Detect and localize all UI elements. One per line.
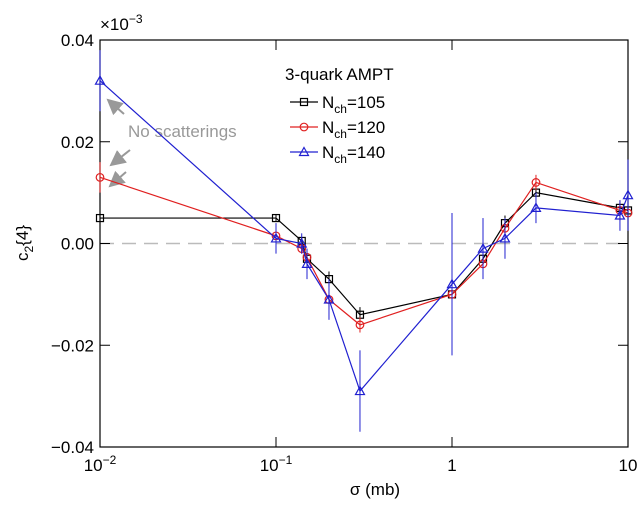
- y-tick-label: 0.04: [61, 31, 94, 50]
- marker: [301, 258, 313, 268]
- x-tick-label: 1: [447, 456, 456, 475]
- legend-name: N: [322, 93, 334, 112]
- marker: [95, 172, 105, 182]
- legend-label: Nch=120: [322, 118, 385, 141]
- annotation-arrows: [106, 98, 131, 188]
- multiplier-base: ×10: [100, 15, 129, 34]
- legend-label: Nch=105: [322, 93, 385, 116]
- marker: [622, 189, 634, 200]
- x-tick-exp: −1: [279, 453, 293, 467]
- legend-name: N: [322, 118, 334, 137]
- marker: [477, 242, 489, 253]
- marker: [95, 213, 105, 223]
- legend-rest: =120: [347, 118, 385, 137]
- y-tick-label: −0.02: [51, 336, 94, 355]
- series-line: [100, 191, 629, 316]
- x-tick-label: 10−1: [260, 453, 293, 475]
- series-line: [99, 176, 629, 326]
- legend-sub: ch: [334, 127, 347, 141]
- marker: [323, 293, 335, 304]
- multiplier-exp: −3: [129, 12, 143, 26]
- y-axis-label: c2{4}: [13, 225, 36, 261]
- legend-title: 3-quark AMPT: [285, 65, 394, 84]
- legend-label: Nch=140: [322, 143, 385, 166]
- y-tick-label: 0.00: [61, 235, 94, 254]
- y-label-sub: 2: [22, 246, 36, 253]
- marker: [271, 213, 281, 223]
- y-multiplier: ×10−3: [100, 12, 143, 34]
- y-tick-label: 0.02: [61, 133, 94, 152]
- marker: [94, 74, 106, 85]
- x-tick-base: 10: [260, 456, 279, 475]
- marker: [354, 385, 366, 396]
- marker: [355, 320, 365, 330]
- legend-rest: =140: [347, 143, 385, 162]
- legend-name: N: [322, 143, 334, 162]
- x-tick-exp: −2: [103, 453, 117, 467]
- marker: [446, 278, 458, 289]
- y-tick-label: −0.04: [51, 438, 94, 457]
- y-label-rest: {4}: [13, 225, 32, 246]
- marker: [298, 146, 310, 157]
- plot-frame: [99, 39, 629, 448]
- y-label-base: c: [13, 252, 32, 261]
- x-axis-label: σ (mb): [350, 480, 400, 499]
- marker: [296, 237, 308, 248]
- annotation: No scatterings: [128, 122, 237, 141]
- marker: [531, 178, 541, 187]
- x-tick-label: 10: [619, 456, 638, 475]
- marker: [299, 97, 309, 107]
- legend-sub: ch: [334, 102, 347, 116]
- marker: [530, 202, 542, 212]
- legend-sub: ch: [334, 152, 347, 166]
- x-tick-base: 10: [84, 456, 103, 475]
- marker: [299, 122, 309, 132]
- marker: [499, 232, 511, 243]
- legend-rest: =105: [347, 93, 385, 112]
- marker: [270, 232, 282, 243]
- marker: [614, 209, 626, 220]
- series-line: [99, 80, 629, 393]
- x-tick-label: 10−2: [84, 453, 117, 475]
